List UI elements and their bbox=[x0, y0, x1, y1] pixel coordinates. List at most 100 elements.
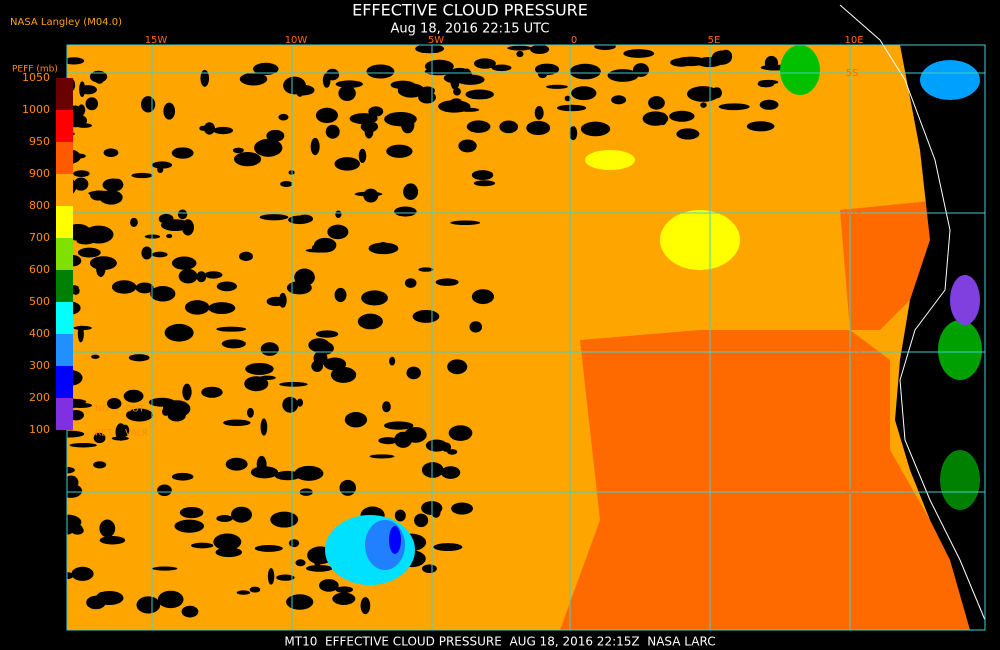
clear-patch bbox=[471, 170, 494, 181]
clear-patch bbox=[181, 605, 199, 618]
clear-patch bbox=[764, 55, 779, 71]
clear-patch bbox=[433, 543, 463, 552]
clear-patch bbox=[279, 381, 308, 387]
clear-patch bbox=[121, 424, 130, 437]
patch bbox=[938, 320, 982, 380]
colorbar-label: 100 bbox=[29, 423, 50, 436]
clear-patch bbox=[247, 407, 254, 418]
clear-patch bbox=[443, 73, 466, 84]
clear-patch bbox=[382, 401, 391, 413]
clear-patch bbox=[676, 128, 700, 140]
clear-patch bbox=[421, 564, 437, 574]
clear-patch bbox=[266, 296, 286, 307]
clear-patch bbox=[394, 206, 417, 217]
clear-patch bbox=[607, 69, 639, 82]
clear-patch bbox=[97, 591, 107, 600]
clear-patch bbox=[71, 286, 80, 295]
clear-patch bbox=[648, 96, 665, 110]
clear-patch bbox=[151, 161, 173, 169]
clear-patch bbox=[256, 455, 267, 473]
clear-patch bbox=[344, 412, 368, 428]
clear-patch bbox=[334, 287, 347, 303]
lon-label: 5E bbox=[708, 35, 721, 46]
clear-patch bbox=[315, 107, 338, 124]
map-image bbox=[53, 4, 986, 631]
clear-patch bbox=[216, 515, 233, 523]
clear-patch bbox=[448, 425, 473, 441]
clear-patch bbox=[305, 565, 333, 572]
clear-patch bbox=[232, 147, 244, 154]
clear-patch bbox=[700, 102, 707, 108]
clear-patch bbox=[465, 89, 494, 100]
clear-patch bbox=[394, 509, 406, 522]
clear-patch bbox=[418, 91, 436, 104]
clear-patch bbox=[190, 542, 214, 549]
clear-patch bbox=[199, 125, 207, 131]
clear-patch bbox=[171, 147, 194, 159]
clear-patch bbox=[366, 64, 395, 79]
clear-patch bbox=[421, 462, 444, 478]
clear-patch bbox=[260, 418, 268, 436]
lat-label: 20S bbox=[842, 487, 861, 498]
patch bbox=[920, 60, 980, 100]
clear-patch bbox=[286, 594, 314, 610]
clear-patch bbox=[130, 217, 138, 227]
clear-patch bbox=[288, 539, 300, 548]
clear-patch bbox=[389, 356, 396, 366]
clear-patch bbox=[215, 547, 243, 558]
colorbar-note: RET bbox=[95, 429, 113, 439]
clear-patch bbox=[128, 354, 150, 362]
clear-patch bbox=[404, 278, 417, 288]
clear-patch bbox=[386, 144, 413, 158]
clear-patch bbox=[632, 63, 649, 77]
clear-patch bbox=[334, 157, 360, 171]
colorbar-note: OUT bbox=[125, 405, 145, 415]
clear-patch bbox=[404, 426, 427, 443]
clear-patch bbox=[181, 219, 194, 236]
clear-patch bbox=[447, 359, 468, 375]
title: EFFECTIVE CLOUD PRESSURE bbox=[352, 1, 588, 20]
clear-patch bbox=[103, 148, 119, 157]
clear-patch bbox=[623, 49, 655, 58]
clear-patch bbox=[111, 280, 137, 294]
colorbar-note: VALR bbox=[125, 429, 148, 439]
clear-patch bbox=[225, 457, 248, 471]
patch bbox=[940, 450, 980, 510]
clear-patch bbox=[440, 466, 461, 479]
clear-patch bbox=[438, 100, 471, 113]
footer: MT10 EFFECTIVE CLOUD PRESSURE AUG 18, 20… bbox=[284, 635, 715, 649]
clear-patch bbox=[239, 251, 253, 262]
colorbar-label: 200 bbox=[29, 391, 50, 404]
colorbar-label: 300 bbox=[29, 359, 50, 372]
clear-patch bbox=[296, 87, 304, 97]
colorbar-label: 1000 bbox=[22, 103, 50, 116]
graticule bbox=[66, 44, 986, 631]
clear-patch bbox=[294, 268, 315, 287]
clear-patch bbox=[91, 354, 100, 359]
colorbar-label: 900 bbox=[29, 167, 50, 180]
clear-patch bbox=[674, 56, 707, 67]
clear-patch bbox=[746, 121, 775, 132]
clear-patch bbox=[125, 408, 153, 422]
clear-patch bbox=[473, 58, 496, 69]
clear-patch bbox=[221, 339, 246, 349]
clear-patch bbox=[358, 148, 367, 163]
clear-patch bbox=[254, 545, 283, 552]
clear-patch bbox=[295, 559, 306, 567]
clear-patch bbox=[136, 596, 161, 614]
clear-patch bbox=[335, 80, 364, 88]
colorbar-segment bbox=[56, 206, 73, 238]
clear-patch bbox=[201, 386, 223, 398]
clear-patch bbox=[276, 574, 295, 581]
clear-patch bbox=[757, 80, 775, 88]
clear-patch bbox=[260, 342, 279, 356]
colorbar-segment bbox=[56, 366, 73, 398]
clear-patch bbox=[77, 247, 101, 258]
clear-patch bbox=[99, 519, 116, 538]
lat-label: 5S bbox=[846, 68, 859, 79]
clear-patch bbox=[267, 568, 275, 585]
clear-patch bbox=[216, 281, 237, 292]
colorbar-label: 700 bbox=[29, 231, 50, 244]
